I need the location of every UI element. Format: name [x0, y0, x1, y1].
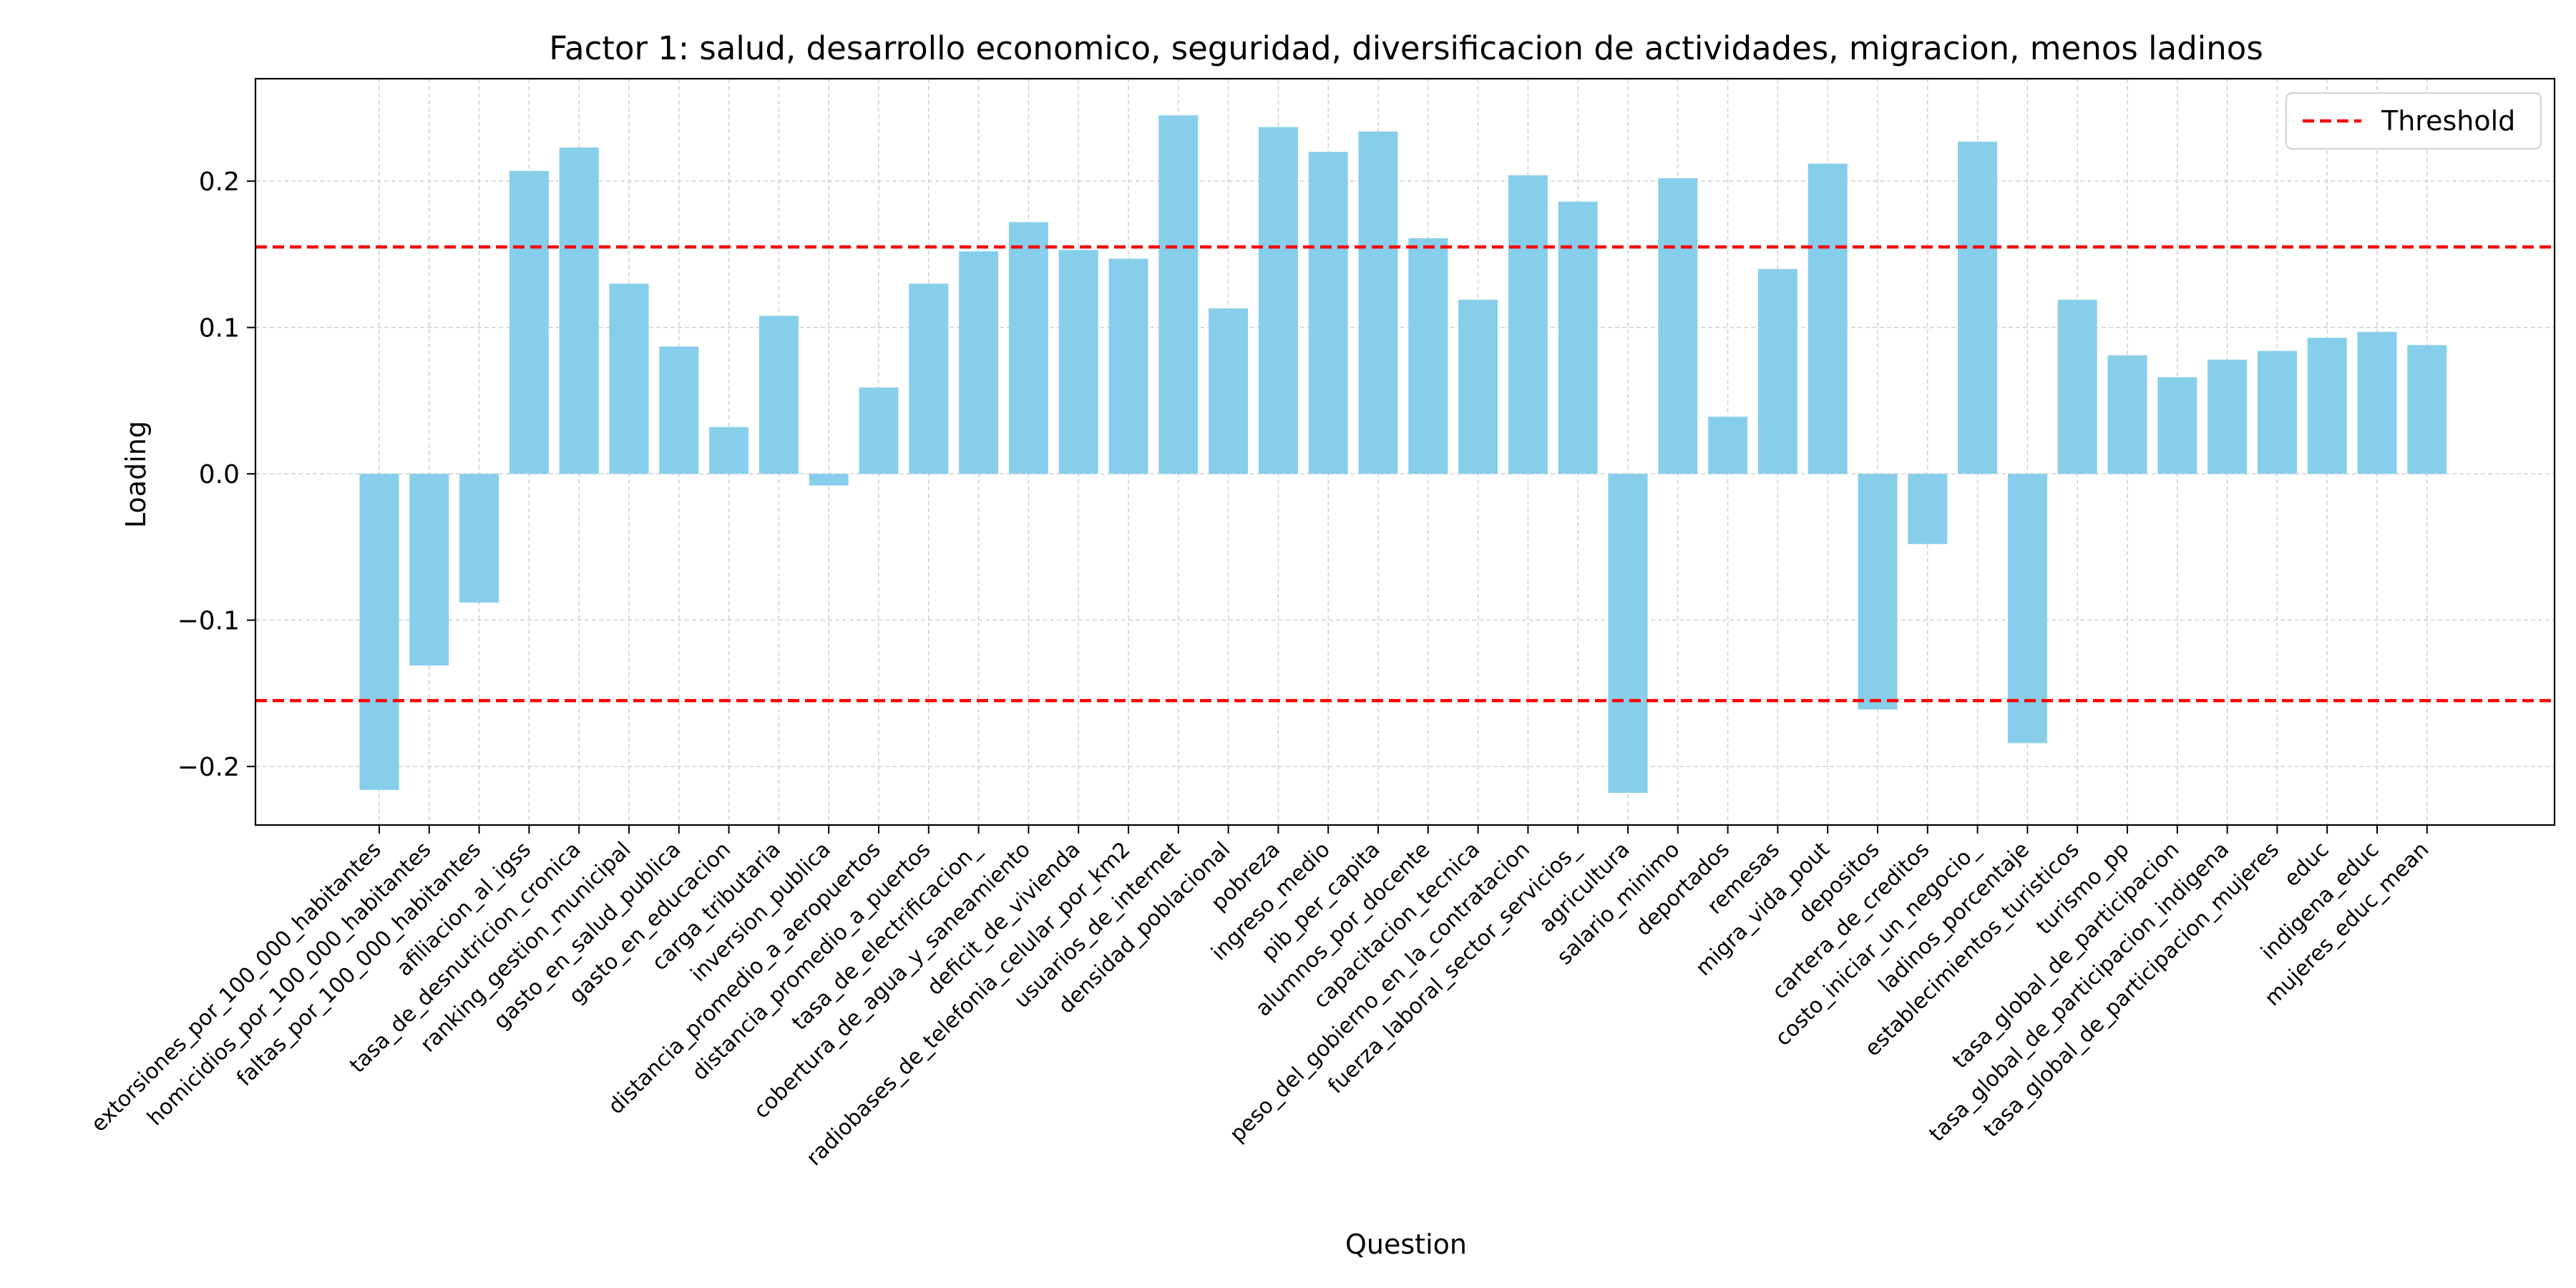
threshold-lines — [255, 245, 2555, 703]
bar — [2107, 355, 2147, 474]
bar — [1258, 127, 1298, 474]
bar — [1058, 250, 1098, 474]
bar — [2157, 377, 2197, 474]
plot-frame — [254, 77, 2556, 826]
bar — [409, 474, 449, 666]
bar — [1608, 474, 1648, 794]
bar — [1958, 141, 1998, 474]
legend-box — [2285, 92, 2542, 150]
bar — [359, 474, 399, 790]
x-axis-label: Question — [1345, 1229, 1467, 1260]
x-tick-label: homicidios_por_100_000_habitantes — [142, 837, 436, 1131]
bar — [809, 474, 849, 486]
bar — [509, 170, 549, 474]
bar — [1008, 222, 1048, 474]
bar — [559, 147, 599, 474]
bar — [1209, 308, 1249, 474]
bar — [1757, 268, 1797, 474]
y-axis-ticks: −0.2 −0.1 0.0 0.1 0.2 — [177, 167, 255, 782]
legend: Threshold — [2285, 92, 2542, 150]
bar — [2257, 351, 2297, 474]
bar — [909, 283, 949, 474]
bar — [1408, 238, 1448, 474]
bar — [1508, 175, 1548, 474]
bar — [1458, 299, 1498, 474]
bar — [709, 426, 749, 474]
bar — [1908, 474, 1948, 545]
bar — [2057, 299, 2097, 474]
bar — [609, 283, 649, 474]
bar — [959, 251, 999, 474]
bar — [1708, 416, 1748, 474]
bar — [1858, 474, 1898, 710]
y-tick-label: 0.1 — [199, 314, 240, 343]
bar — [1658, 178, 1698, 474]
bar — [2207, 359, 2248, 474]
bar — [2407, 345, 2447, 474]
legend-threshold-label: Threshold — [2381, 105, 2515, 137]
bar — [459, 474, 499, 603]
bar — [859, 387, 899, 474]
y-tick-label: −0.1 — [177, 607, 240, 636]
bar — [1158, 115, 1199, 474]
chart-title: Factor 1: salud, desarrollo economico, s… — [549, 29, 2263, 67]
bar — [1358, 131, 1398, 474]
bar — [1807, 163, 1848, 474]
bar — [1108, 258, 1148, 474]
bar — [2307, 337, 2347, 474]
bar — [758, 316, 799, 474]
bar — [2007, 474, 2047, 743]
y-tick-label: −0.2 — [177, 753, 240, 782]
bar — [1558, 201, 1598, 474]
bar — [659, 346, 699, 474]
bars — [359, 115, 2447, 794]
x-axis-ticks: extorsiones_por_100_000_habitanteshomici… — [87, 825, 2434, 1171]
bar — [1308, 152, 1348, 474]
y-axis-label: Loading — [120, 421, 152, 528]
y-tick-label: 0.0 — [199, 460, 240, 489]
y-tick-label: 0.2 — [199, 167, 240, 197]
bar — [2357, 331, 2397, 474]
